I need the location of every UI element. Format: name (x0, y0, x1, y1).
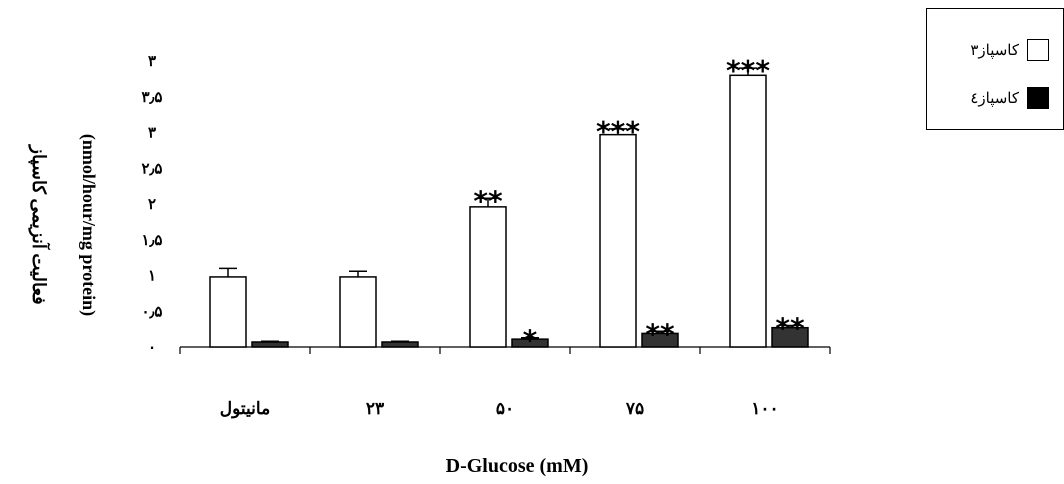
y-tick-label: ۳ (148, 52, 156, 70)
x-tick-label: ۵۰ (496, 399, 514, 419)
legend-swatch-caspase4 (1027, 87, 1049, 109)
significance-marker: *** (596, 115, 640, 148)
bar-caspase3 (599, 133, 637, 348)
y-tick-label: ۲٫۵ (142, 159, 163, 177)
significance-marker: *** (726, 54, 770, 87)
y-tick-label: ۰٫۵ (142, 302, 163, 320)
y-axis-title-line2: (nmol/hour/mg protein) (78, 134, 99, 316)
significance-marker: * (523, 324, 538, 357)
x-tick-label: ۱۰۰ (751, 399, 778, 419)
legend-label-caspase3: کاسپاز۳ (970, 41, 1019, 59)
significance-marker: ** (775, 312, 805, 345)
chart-legend: کاسپاز۳ کاسپاز٤ (926, 8, 1064, 130)
significance-marker: ** (645, 317, 675, 350)
significance-marker: ** (473, 184, 503, 217)
chart-axes (179, 346, 831, 354)
legend-swatch-caspase3 (1027, 39, 1049, 61)
y-tick-label: ۳٫۵ (142, 88, 163, 106)
x-axis-title: D-Glucose (mM) (446, 455, 589, 477)
chart-labels: مانیتول ۲۳ ۵۰ ۷۵ ۱۰۰۰۰٫۵۱۱٫۵۲۲٫۵۳۳٫۵۳*******… (142, 52, 805, 419)
legend-item-caspase4: کاسپاز٤ (970, 87, 1049, 109)
bar-caspase3 (339, 276, 377, 348)
bar-caspase3 (209, 276, 247, 348)
bar-caspase3 (729, 74, 767, 348)
bar-caspase3 (469, 206, 507, 348)
y-tick-label: ۱ (148, 267, 156, 285)
bar-caspase4 (381, 341, 419, 348)
legend-label-caspase4: کاسپاز٤ (970, 89, 1019, 107)
y-tick-label: ۱٫۵ (142, 231, 163, 249)
bar-caspase4 (251, 341, 289, 348)
y-tick-label: ۲ (148, 195, 156, 213)
x-tick-label: ۷۵ (625, 399, 644, 419)
y-tick-label: ۳ (148, 124, 156, 142)
x-tick-label: ۲۳ (366, 399, 384, 419)
chart-bars (209, 67, 809, 348)
y-tick-label: ۰ (148, 338, 156, 356)
x-tick-label: مانیتول (220, 399, 270, 419)
y-axis-title-line1: فعالیت آنزیمی کاسپاز (28, 143, 51, 304)
legend-item-caspase3: کاسپاز۳ (970, 39, 1049, 61)
